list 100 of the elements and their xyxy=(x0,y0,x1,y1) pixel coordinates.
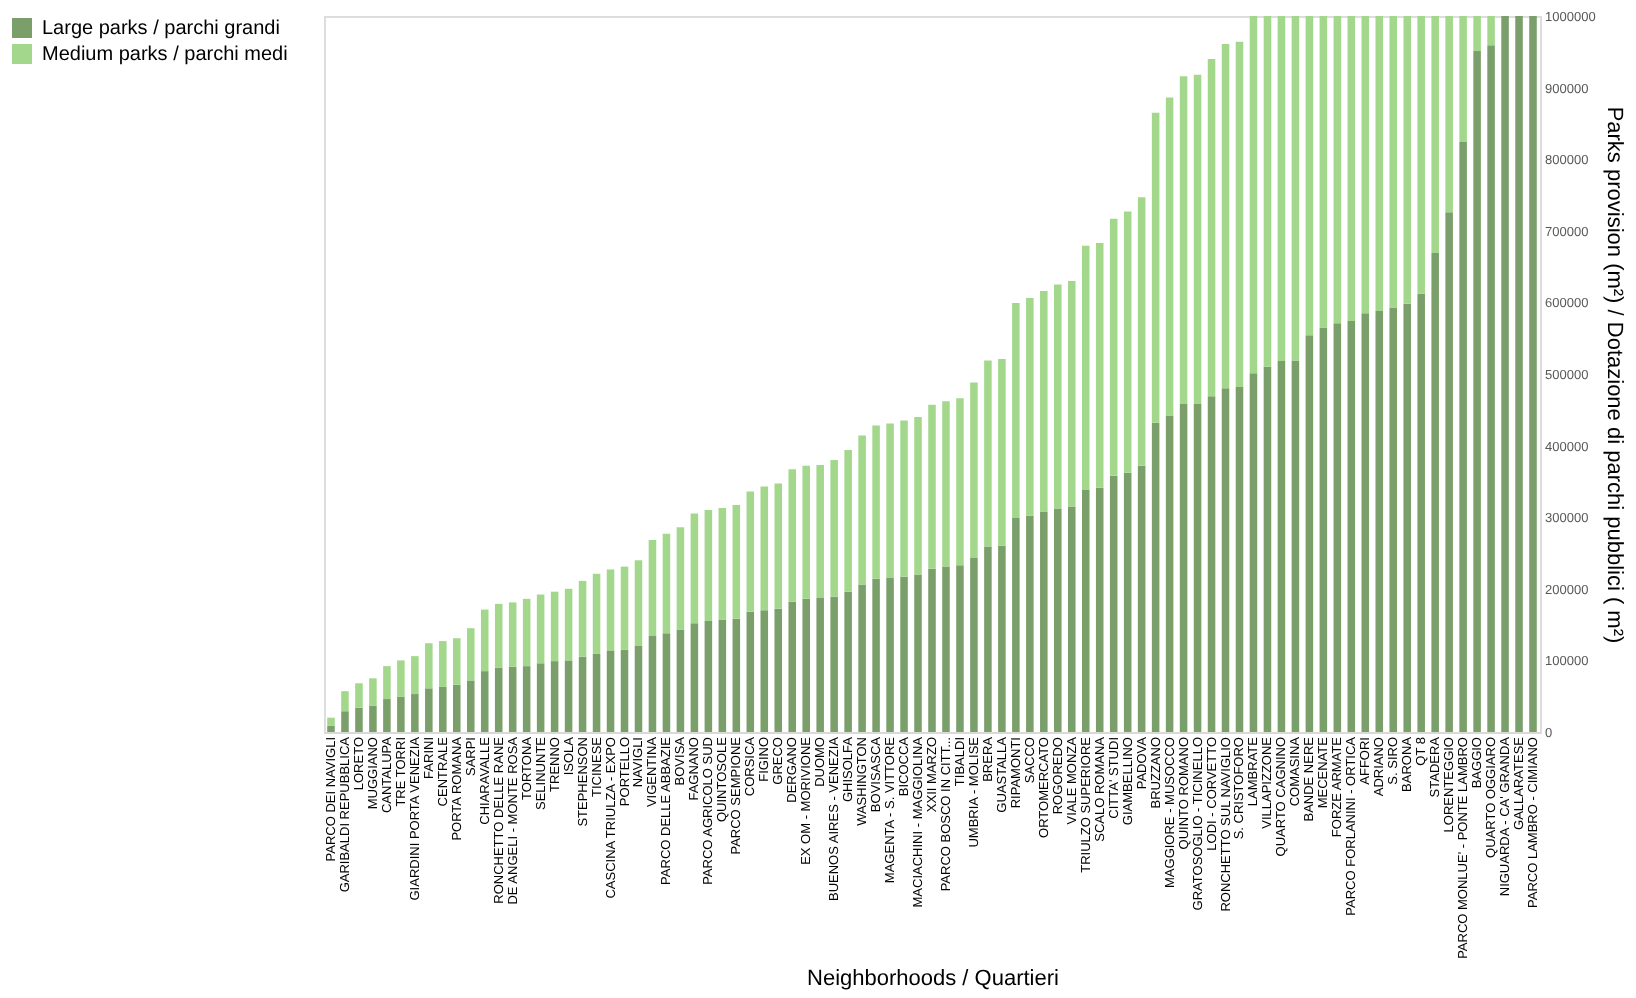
bar xyxy=(634,646,643,732)
bar xyxy=(1263,16,1272,367)
bar xyxy=(830,596,838,732)
bar xyxy=(1347,321,1356,732)
bar xyxy=(1081,245,1090,490)
bar xyxy=(425,643,433,689)
bar xyxy=(1375,16,1384,311)
bar xyxy=(1235,41,1244,387)
bar xyxy=(550,661,559,732)
bar xyxy=(1095,487,1104,732)
bar xyxy=(1123,472,1132,732)
bar xyxy=(662,533,671,634)
bar xyxy=(802,465,810,599)
bar xyxy=(1529,16,1537,732)
bar xyxy=(1277,16,1286,362)
bar xyxy=(718,619,727,732)
bar xyxy=(1012,303,1020,518)
bar xyxy=(578,656,587,732)
bar xyxy=(844,591,852,732)
bar xyxy=(858,584,866,732)
bar xyxy=(1473,51,1481,732)
bar xyxy=(564,588,573,661)
bar xyxy=(1361,16,1370,314)
bar xyxy=(369,678,377,706)
bar xyxy=(1026,515,1034,732)
bar xyxy=(620,566,629,650)
bar xyxy=(606,569,615,651)
bar xyxy=(397,660,405,697)
bar xyxy=(648,540,657,637)
bar xyxy=(1137,465,1146,732)
bar xyxy=(536,594,545,664)
bar xyxy=(494,603,503,668)
bar xyxy=(886,423,894,579)
bar xyxy=(1361,313,1370,732)
bar xyxy=(439,641,447,687)
bar xyxy=(383,666,391,700)
bar xyxy=(494,667,503,732)
bar xyxy=(1221,43,1230,389)
bar xyxy=(676,527,685,630)
legend-label: Medium parks / parchi medi xyxy=(42,44,288,66)
bar xyxy=(900,576,908,732)
bar xyxy=(522,666,531,732)
bar xyxy=(830,459,838,597)
bar xyxy=(928,568,936,732)
bar xyxy=(662,633,671,732)
bar xyxy=(1403,16,1411,304)
bar xyxy=(1389,16,1398,308)
bar xyxy=(355,707,363,732)
bar xyxy=(1221,388,1230,732)
bar xyxy=(956,398,964,566)
bar xyxy=(327,717,335,726)
bar xyxy=(1445,212,1453,732)
bar xyxy=(956,565,964,732)
bar xyxy=(508,602,517,667)
bar xyxy=(1179,404,1188,732)
bar xyxy=(1445,16,1453,213)
bar xyxy=(1109,475,1118,732)
bar xyxy=(453,684,461,732)
bar xyxy=(802,598,810,732)
bar xyxy=(1054,284,1062,509)
y-axis-title: Parks provision (m²) / Dotazione di parchi pubblici ( m²) xyxy=(1601,106,1626,644)
bar xyxy=(1319,16,1328,328)
bar xyxy=(1375,310,1384,732)
bar xyxy=(732,618,741,732)
bar xyxy=(1068,280,1076,507)
bar xyxy=(690,623,699,732)
bar xyxy=(1487,16,1495,46)
bar xyxy=(984,546,992,732)
bar xyxy=(1333,16,1342,324)
bar xyxy=(872,578,880,732)
bar xyxy=(788,469,796,602)
bar xyxy=(1431,253,1439,732)
bar xyxy=(984,360,992,547)
bar xyxy=(606,650,615,732)
bar xyxy=(858,435,866,585)
bar xyxy=(466,680,475,732)
bar xyxy=(1501,16,1509,732)
bar xyxy=(788,601,796,732)
bar xyxy=(718,507,727,620)
bar xyxy=(1193,404,1202,732)
bar xyxy=(914,416,922,575)
bar xyxy=(998,545,1006,732)
bar xyxy=(816,464,824,599)
bar xyxy=(1473,16,1481,52)
bar xyxy=(355,683,363,708)
bar xyxy=(1012,517,1020,732)
bar xyxy=(1095,242,1104,488)
bar xyxy=(844,449,852,592)
bar xyxy=(1389,307,1398,732)
bar xyxy=(1319,327,1328,732)
bar xyxy=(564,660,573,732)
bar xyxy=(634,560,643,647)
bar xyxy=(1235,386,1244,732)
bar xyxy=(1193,74,1202,405)
bar xyxy=(411,656,419,695)
bar xyxy=(1151,422,1160,732)
bar xyxy=(690,513,699,624)
bar xyxy=(1207,396,1216,732)
bar xyxy=(1459,142,1467,732)
bar xyxy=(411,694,419,732)
